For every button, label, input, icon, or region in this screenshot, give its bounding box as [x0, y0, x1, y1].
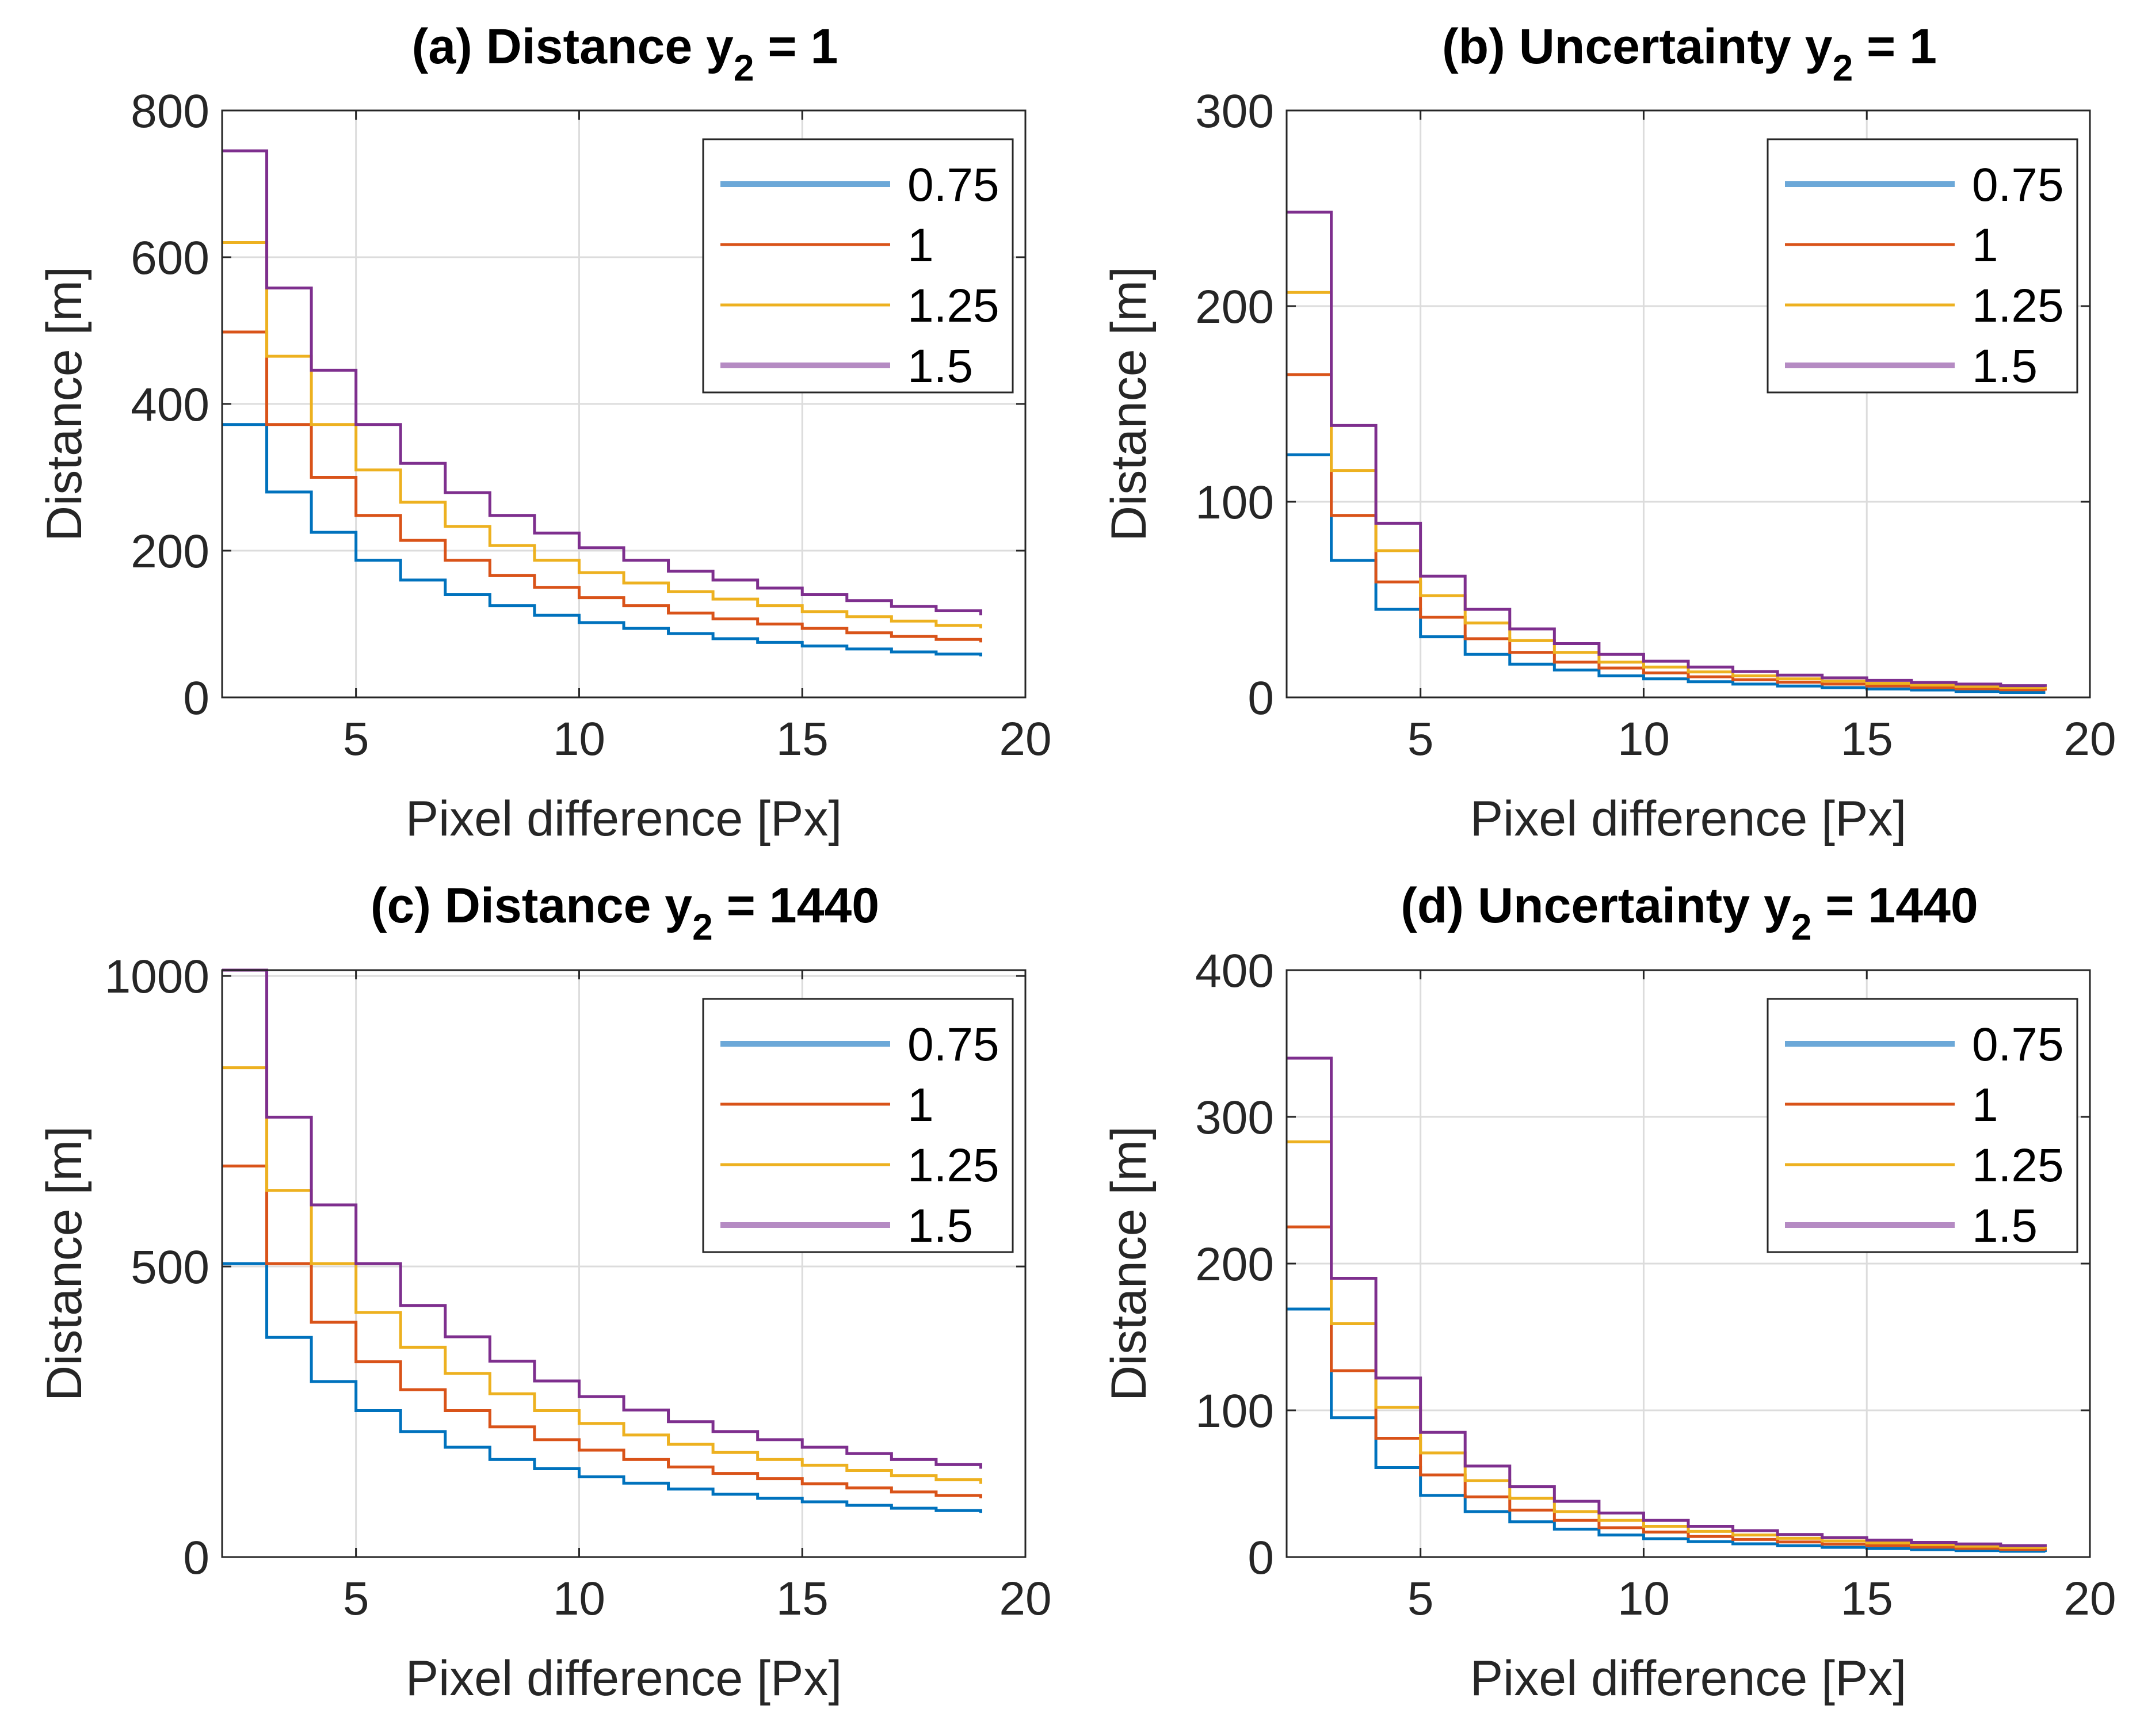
- x-axis-label: Pixel difference [Px]: [1470, 791, 1906, 846]
- x-tick-label: 10: [553, 1573, 605, 1625]
- chart-title-rest: = 1440: [1811, 878, 1978, 933]
- legend: 0.75 1 1.25 1.5: [1767, 998, 2078, 1253]
- y-axis-label: Distance [m]: [37, 1126, 92, 1401]
- x-axis-label: Pixel difference [Px]: [1470, 1651, 1906, 1706]
- series-line-1_5: [1287, 1056, 2047, 1547]
- legend-label: 1.25: [1972, 280, 2064, 332]
- chart-title-subscript: 2: [692, 906, 713, 948]
- chart-title: (a) Distance y2 = 1: [412, 19, 838, 89]
- x-tick-label: 5: [1407, 713, 1434, 765]
- chart-title-rest: = 1: [754, 19, 838, 74]
- x-tick-label: 10: [553, 713, 605, 765]
- legend-label: 1.5: [907, 1200, 973, 1252]
- y-tick-label: 0: [183, 1532, 209, 1584]
- x-tick-label: 10: [1617, 1573, 1670, 1625]
- series-line-1_5: [222, 149, 982, 616]
- x-tick-label: 15: [776, 1573, 829, 1625]
- y-tick-label: 200: [131, 525, 209, 578]
- chart-panel-3: 5 10 15 20 0 500 1000 Pixel difference [Px] Dist…: [37, 878, 1052, 1706]
- legend-label: 1.25: [907, 1139, 999, 1192]
- axes-box: [221, 969, 1027, 1558]
- series-line-1_5: [222, 968, 982, 1469]
- chart-title: (c) Distance y2 = 1440: [371, 878, 879, 948]
- series-line-0_75: [1287, 1307, 2047, 1553]
- x-tick-label: 5: [343, 713, 369, 765]
- chart-title-subscript: 2: [1791, 906, 1812, 948]
- y-tick-label: 800: [131, 85, 209, 138]
- y-tick-label: 0: [1248, 672, 1274, 724]
- legend: 0.75 1 1.25 1.5: [1767, 138, 2078, 394]
- chart-title-rest: = 1: [1853, 19, 1937, 74]
- y-axis-label: Distance [m]: [1101, 266, 1157, 541]
- y-tick-label: 200: [1195, 1238, 1274, 1291]
- legend-label: 1.25: [907, 280, 999, 332]
- x-axis-label: Pixel difference [Px]: [406, 791, 842, 846]
- y-tick-label: 500: [131, 1241, 209, 1294]
- chart-title: (d) Uncertainty y2 = 1440: [1401, 878, 1978, 948]
- series-line-1: [222, 1164, 982, 1498]
- x-tick-label: 5: [1407, 1573, 1434, 1625]
- legend-label: 0.75: [907, 1018, 999, 1071]
- chart-title-main: (b) Uncertainty y: [1442, 19, 1833, 74]
- series-line-0_75: [1287, 453, 2046, 694]
- y-tick-label: 0: [183, 672, 209, 724]
- chart-title: (b) Uncertainty y2 = 1: [1442, 19, 1937, 89]
- x-tick-label: 15: [1841, 713, 1893, 765]
- series-line-0_75: [222, 1262, 982, 1513]
- chart-title-main: (c) Distance y: [371, 878, 692, 933]
- legend-label: 1.5: [907, 340, 973, 392]
- y-tick-label: 300: [1195, 85, 1274, 138]
- chart-title-main: (d) Uncertainty y: [1401, 878, 1791, 933]
- chart-title-rest: = 1440: [713, 878, 879, 933]
- axes-box: [1285, 109, 2091, 699]
- x-tick-label: 5: [343, 1573, 369, 1625]
- legend-label: 1.5: [1972, 1200, 2038, 1252]
- legend-label: 0.75: [1972, 1018, 2064, 1071]
- series-line-0_75: [222, 423, 982, 657]
- x-tick-label: 20: [999, 1573, 1051, 1625]
- y-tick-label: 100: [1195, 476, 1274, 529]
- x-tick-label: 20: [2063, 1573, 2116, 1625]
- y-axis-label: Distance [m]: [37, 266, 92, 541]
- x-tick-label: 20: [2063, 713, 2116, 765]
- legend-label: 1: [907, 219, 934, 272]
- legend-label: 1: [1972, 219, 1998, 272]
- y-tick-label: 200: [1195, 281, 1274, 333]
- y-tick-label: 0: [1248, 1532, 1274, 1584]
- legend-label: 1: [1972, 1079, 1998, 1131]
- series-line-1_25: [222, 241, 982, 629]
- x-tick-label: 15: [1841, 1573, 1893, 1625]
- legend-label: 1: [907, 1079, 934, 1131]
- series-line-1_5: [1287, 211, 2047, 688]
- legend-label: 0.75: [907, 159, 999, 211]
- x-tick-label: 20: [999, 713, 1051, 765]
- legend: 0.75 1 1.25 1.5: [702, 138, 1014, 394]
- legend-label: 1.25: [1972, 1139, 2064, 1192]
- chart-title-subscript: 2: [1833, 47, 1853, 89]
- y-tick-label: 100: [1195, 1385, 1274, 1437]
- y-tick-label: 1000: [105, 951, 209, 1003]
- legend-label: 0.75: [1972, 159, 2064, 211]
- x-tick-label: 15: [776, 713, 829, 765]
- chart-title-subscript: 2: [734, 47, 754, 89]
- y-axis-label: Distance [m]: [1101, 1126, 1157, 1401]
- y-tick-label: 400: [1195, 945, 1274, 997]
- y-tick-label: 400: [131, 379, 209, 431]
- series-line-1_25: [222, 1066, 982, 1484]
- series-line-1: [222, 330, 982, 643]
- legend-label: 1.5: [1972, 340, 2038, 392]
- y-tick-label: 600: [131, 232, 209, 284]
- x-tick-label: 10: [1617, 713, 1670, 765]
- y-tick-label: 300: [1195, 1092, 1274, 1144]
- chart-title-main: (a) Distance y: [412, 19, 734, 74]
- legend: 0.75 1 1.25 1.5: [702, 998, 1014, 1253]
- x-axis-label: Pixel difference [Px]: [406, 1651, 842, 1706]
